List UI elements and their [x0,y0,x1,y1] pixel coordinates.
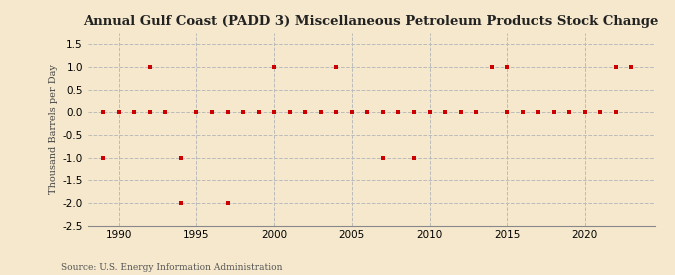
Point [191,110,202,114]
Point [253,110,264,114]
Point [176,201,186,205]
Point [113,110,124,114]
Point [284,110,295,114]
Point [269,110,279,114]
Point [98,110,109,114]
Point [222,201,233,205]
Point [393,110,404,114]
Point [424,110,435,114]
Point [408,110,419,114]
Point [207,110,217,114]
Text: Source: U.S. Energy Information Administration: Source: U.S. Energy Information Administ… [61,263,282,272]
Point [346,110,357,114]
Point [455,110,466,114]
Point [517,110,528,114]
Point [408,155,419,160]
Point [315,110,326,114]
Point [98,155,109,160]
Point [424,110,435,114]
Point [377,155,388,160]
Point [548,110,559,114]
Point [439,110,450,114]
Point [626,65,637,69]
Point [176,155,186,160]
Point [331,110,342,114]
Point [533,110,543,114]
Point [502,110,512,114]
Point [610,65,621,69]
Point [331,65,342,69]
Point [362,110,373,114]
Point [548,110,559,114]
Point [564,110,574,114]
Point [269,65,279,69]
Point [470,110,481,114]
Point [502,65,512,69]
Point [610,110,621,114]
Point [144,110,155,114]
Point [144,65,155,69]
Title: Annual Gulf Coast (PADD 3) Miscellaneous Petroleum Products Stock Change: Annual Gulf Coast (PADD 3) Miscellaneous… [84,15,659,28]
Point [300,110,310,114]
Y-axis label: Thousand Barrels per Day: Thousand Barrels per Day [49,64,58,194]
Point [439,110,450,114]
Point [160,110,171,114]
Point [595,110,605,114]
Point [253,110,264,114]
Point [222,110,233,114]
Point [579,110,590,114]
Point [129,110,140,114]
Point [377,110,388,114]
Point [238,110,248,114]
Point [486,65,497,69]
